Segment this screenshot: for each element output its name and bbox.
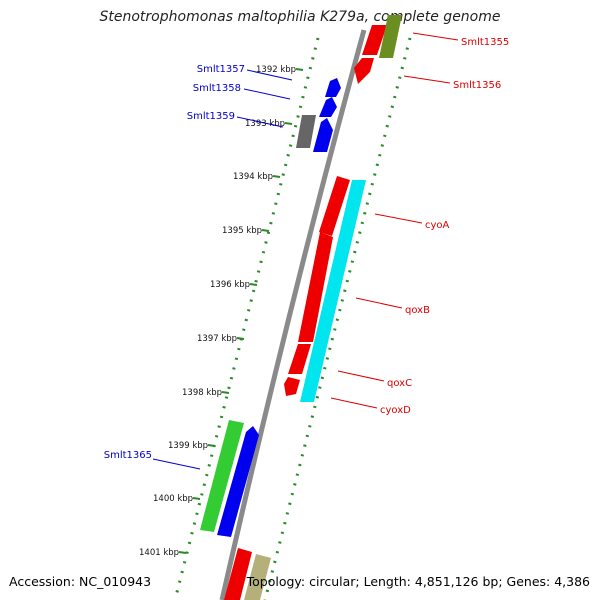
tick-mark: [249, 283, 258, 286]
gene-label-smlt1355[interactable]: Smlt1355: [461, 37, 509, 48]
gene-label-smlt1358[interactable]: Smlt1358: [193, 83, 241, 94]
tick-mark: [272, 175, 281, 178]
tick-mark: [192, 497, 201, 500]
tick-label: 1400 kbp: [153, 494, 193, 504]
gene-green[interactable]: [200, 420, 244, 532]
tick-mark: [295, 68, 304, 71]
tick-mark: [221, 391, 230, 394]
gene-label-smlt1356[interactable]: Smlt1356: [453, 80, 501, 91]
gene-smlt1356[interactable]: [354, 58, 374, 84]
tick-label: 1394 kbp: [233, 172, 273, 182]
genome-backbone: [219, 29, 367, 600]
gene-bottom-khaki[interactable]: [244, 554, 271, 600]
tick-label: 1397 kbp: [197, 334, 237, 344]
tick-mark: [207, 444, 216, 447]
gene-label-cyoxd[interactable]: cyoxD: [380, 405, 411, 416]
label-leader-lines: [152, 32, 459, 470]
tick-label: 1396 kbp: [210, 280, 250, 290]
tick-label: 1395 kbp: [222, 226, 262, 236]
gene-label-qoxb[interactable]: qoxB: [405, 305, 430, 316]
tick-mark: [284, 122, 293, 125]
gene-smlt1359[interactable]: [313, 118, 333, 152]
tick-labels: 1392 kbp 1393 kbp 1394 kbp 1395 kbp 1396 kbp…: [139, 65, 304, 558]
gene-olive-1[interactable]: [379, 15, 402, 58]
gene-smlt1355[interactable]: [362, 25, 387, 55]
gene-features: [200, 15, 402, 600]
gene-smlt1365[interactable]: [217, 426, 259, 537]
gene-label-smlt1357[interactable]: Smlt1357: [197, 64, 245, 75]
tick-mark: [261, 229, 270, 232]
gene-cyan[interactable]: [300, 180, 366, 402]
tick-mark: [178, 551, 187, 554]
right-dotted-track: [263, 37, 412, 600]
tick-label: 1398 kbp: [182, 388, 222, 398]
tick-label: 1399 kbp: [168, 441, 208, 451]
gene-smlt1358[interactable]: [319, 97, 337, 117]
accession-text: Accession: NC_010943: [9, 574, 152, 589]
gene-labels: Smlt1355 Smlt1356 Smlt1357 Smlt1358 Smlt1359…: [104, 37, 510, 461]
gene-qoxc[interactable]: [288, 344, 311, 374]
gene-label-smlt1359[interactable]: Smlt1359: [187, 111, 235, 122]
topology-text: Topology: circular; Length: 4,851,126 bp…: [246, 574, 590, 589]
tick-label: 1401 kbp: [139, 548, 179, 558]
tick-mark: [236, 337, 245, 340]
gene-bottom-red[interactable]: [224, 548, 252, 600]
gene-smlt1357[interactable]: [325, 78, 341, 97]
gene-label-cyoa[interactable]: cyoA: [425, 220, 450, 231]
gene-smlt1359-grey[interactable]: [296, 115, 316, 148]
gene-label-qoxc[interactable]: qoxC: [387, 378, 412, 389]
gene-cyoxd[interactable]: [284, 377, 300, 396]
gene-label-smlt1365[interactable]: Smlt1365: [104, 450, 152, 461]
tick-label: 1393 kbp: [245, 119, 285, 129]
gene-qoxb[interactable]: [298, 232, 333, 342]
gene-cyoa[interactable]: [319, 176, 350, 236]
tick-label: 1392 kbp: [256, 65, 296, 75]
